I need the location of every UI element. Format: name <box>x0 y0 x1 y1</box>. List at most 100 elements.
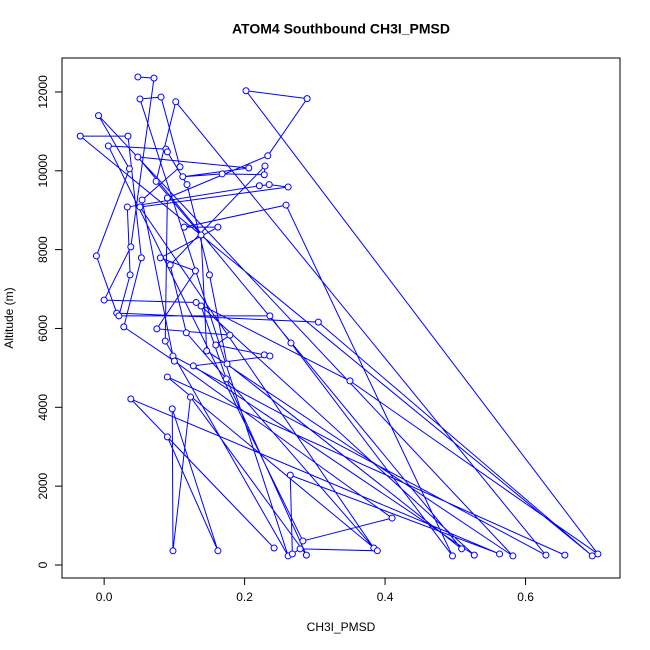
data-point <box>136 203 144 211</box>
data-point <box>245 164 253 172</box>
data-point <box>127 395 135 403</box>
data-point <box>346 377 354 385</box>
data-point <box>261 162 269 170</box>
data-point <box>152 177 160 185</box>
data-point <box>266 312 274 320</box>
x-tick-label: 0.6 <box>517 590 534 604</box>
data-point <box>127 243 135 251</box>
data-point <box>163 433 171 441</box>
y-axis-label: Altitude (m) <box>2 287 16 348</box>
y-tick-label: 10000 <box>36 154 50 188</box>
data-point <box>166 261 174 269</box>
data-point <box>170 357 178 365</box>
data-point <box>163 373 171 381</box>
data-point <box>197 302 205 310</box>
data-point <box>266 352 274 360</box>
data-point <box>303 95 311 103</box>
data-point <box>172 98 180 106</box>
data-point <box>183 181 191 189</box>
data-point <box>187 393 195 401</box>
data-point <box>509 552 517 560</box>
y-tick-label: 6000 <box>36 315 50 342</box>
data-point <box>222 375 230 383</box>
data-point <box>242 87 250 95</box>
data-point <box>180 223 188 231</box>
x-tick-label: 0.4 <box>377 590 394 604</box>
data-point <box>270 544 278 552</box>
data-point <box>264 152 272 160</box>
data-point <box>95 112 103 120</box>
data-point <box>302 551 310 559</box>
y-tick-label: 2000 <box>36 472 50 499</box>
data-point <box>192 298 200 306</box>
data-point <box>150 74 158 82</box>
data-point <box>92 252 100 260</box>
data-point <box>182 329 190 337</box>
data-point <box>314 318 322 326</box>
data-point <box>470 551 478 559</box>
data-point <box>448 552 456 560</box>
chart-title: ATOM4 Southbound CH3I_PMSD <box>232 21 450 37</box>
y-tick-label: 8000 <box>36 236 50 263</box>
data-point <box>134 73 142 81</box>
data-point <box>287 339 295 347</box>
data-point <box>260 171 268 179</box>
data-point <box>260 351 268 359</box>
data-point <box>205 271 213 279</box>
data-line <box>78 76 599 557</box>
data-point <box>286 471 294 479</box>
data-point <box>169 547 177 555</box>
data-point <box>496 550 504 558</box>
y-tick-label: 12000 <box>36 75 50 109</box>
data-point <box>138 196 146 204</box>
data-point <box>218 170 226 178</box>
data-point <box>542 551 550 559</box>
data-point <box>136 95 144 103</box>
data-point <box>197 231 205 239</box>
data-point <box>588 552 596 560</box>
data-point <box>100 296 108 304</box>
data-point <box>373 547 381 555</box>
data-point <box>594 550 602 558</box>
data-point <box>214 547 222 555</box>
data-point <box>299 537 307 545</box>
data-point <box>104 142 112 150</box>
data-point <box>123 203 131 211</box>
data-point <box>134 153 142 161</box>
plot-frame <box>61 57 621 579</box>
x-tick-label: 0.0 <box>96 590 113 604</box>
data-point <box>176 163 184 171</box>
x-tick-label: 0.2 <box>236 590 253 604</box>
data-point <box>125 165 133 173</box>
data-point <box>120 323 128 331</box>
x-axis-label: CH3I_PMSD <box>307 620 376 634</box>
data-point <box>212 341 220 349</box>
data-point <box>288 550 296 558</box>
data-point <box>76 132 84 140</box>
data-point <box>168 405 176 413</box>
data-point <box>191 267 199 275</box>
data-point <box>296 545 304 553</box>
data-point <box>388 514 396 522</box>
data-point <box>282 201 290 209</box>
data-point <box>126 271 134 279</box>
data-point <box>189 362 197 370</box>
data-point <box>115 312 123 320</box>
data-point <box>255 182 263 190</box>
data-point <box>203 347 211 355</box>
data-point <box>124 132 132 140</box>
data-point <box>179 173 187 181</box>
data-point <box>284 183 292 191</box>
y-tick-label: 4000 <box>36 394 50 421</box>
data-point <box>458 545 466 553</box>
data-point <box>214 223 222 231</box>
data-point <box>157 93 165 101</box>
data-point <box>226 331 234 339</box>
y-tick-label: 0 <box>36 561 50 568</box>
data-point <box>265 181 273 189</box>
data-point <box>163 194 171 202</box>
data-point <box>137 254 145 262</box>
data-point <box>161 337 169 345</box>
data-point <box>163 148 171 156</box>
